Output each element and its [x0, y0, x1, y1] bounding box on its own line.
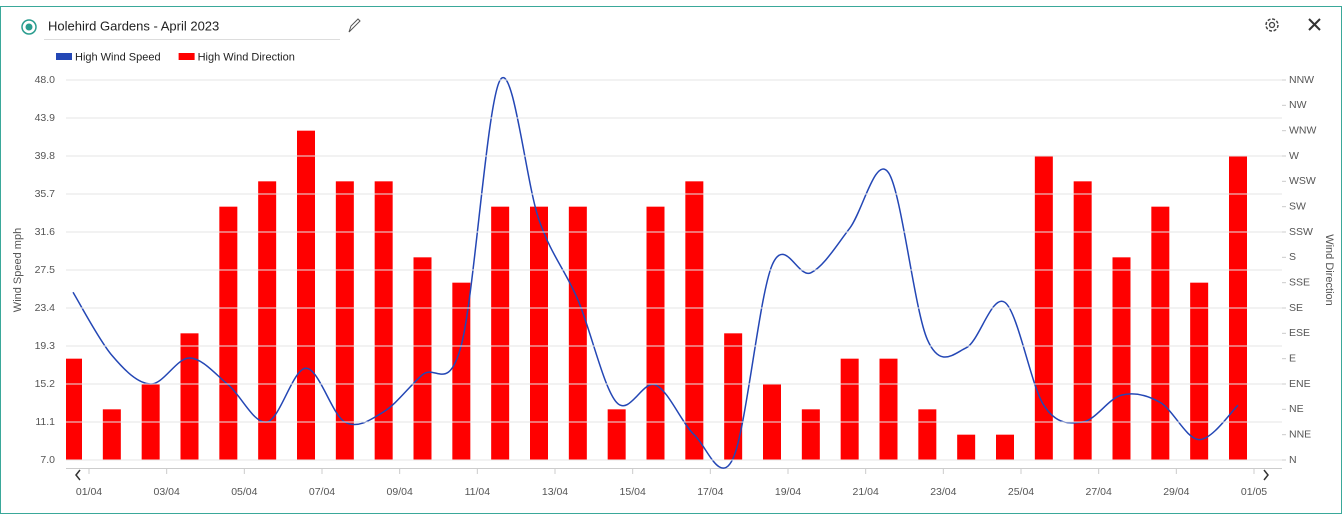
bar — [840, 358, 859, 460]
scroll-right[interactable] — [1263, 469, 1269, 481]
x-tick-label: 07/04 — [309, 486, 335, 498]
x-tick-label: 03/04 — [154, 486, 180, 498]
edit-icon[interactable] — [348, 18, 361, 33]
x-tick-label: 19/04 — [775, 486, 801, 498]
bar — [180, 333, 199, 460]
panel-border — [0, 6, 1342, 514]
y2-tick-label: SW — [1289, 200, 1306, 212]
close-icon[interactable] — [1308, 18, 1321, 31]
bar — [607, 409, 626, 460]
x-tick-label: 05/04 — [231, 486, 257, 498]
bar — [957, 434, 976, 460]
bar — [918, 409, 937, 460]
bar — [724, 333, 743, 460]
x-tick-label: 09/04 — [387, 486, 413, 498]
bar — [374, 181, 393, 461]
bar — [996, 434, 1014, 460]
y2-tick-label: SSE — [1289, 276, 1310, 288]
bar — [258, 181, 277, 461]
x-tick-label: 25/04 — [1008, 486, 1034, 498]
settings-icon[interactable] — [1265, 18, 1279, 32]
bar — [452, 282, 471, 460]
bar — [66, 358, 82, 460]
y-tick-label: 19.3 — [35, 340, 56, 352]
bar — [1112, 257, 1131, 460]
legend-swatch — [56, 53, 72, 60]
x-tick-label: 29/04 — [1163, 486, 1189, 498]
y2-axis-title: Wind Direction — [1323, 234, 1335, 306]
y2-tick-label: ENE — [1289, 378, 1311, 390]
x-tick-label: 15/04 — [620, 486, 646, 498]
y-tick-label: 15.2 — [35, 378, 56, 390]
bar — [297, 130, 315, 460]
x-tick-label: 23/04 — [930, 486, 956, 498]
y2-tick-label: NE — [1289, 403, 1304, 415]
y-tick-label: 7.0 — [40, 454, 55, 466]
y-tick-label: 43.9 — [35, 112, 56, 124]
x-tick-label: 13/04 — [542, 486, 568, 498]
y-tick-label: 35.7 — [35, 188, 56, 200]
legend-label: High Wind Speed — [75, 51, 161, 63]
y-tick-label: 39.8 — [35, 150, 56, 162]
bar — [801, 409, 820, 460]
y-tick-label: 11.1 — [35, 416, 55, 428]
bar — [1073, 181, 1092, 461]
y-tick-label: 48.0 — [35, 74, 56, 86]
y2-tick-label: NNW — [1289, 74, 1314, 86]
y2-tick-label: NNE — [1289, 428, 1311, 440]
y2-tick-label: W — [1289, 150, 1299, 162]
x-tick-label: 01/05 — [1241, 486, 1267, 498]
y2-tick-label: S — [1289, 251, 1296, 263]
y2-tick-label: SE — [1289, 302, 1303, 314]
y-tick-label: 23.4 — [35, 302, 56, 314]
y2-tick-label: WNW — [1289, 124, 1316, 136]
x-tick-label: 17/04 — [697, 486, 723, 498]
bar — [413, 257, 432, 460]
x-tick-label: 27/04 — [1086, 486, 1112, 498]
bar — [685, 181, 704, 461]
x-tick-label: 01/04 — [76, 486, 102, 498]
y2-tick-label: ESE — [1289, 327, 1310, 339]
bar — [335, 181, 354, 461]
y2-tick-label: WSW — [1289, 175, 1316, 187]
status-icon — [21, 19, 37, 35]
status-dot — [25, 23, 33, 31]
x-tick-label: 21/04 — [853, 486, 879, 498]
y2-tick-label: N — [1289, 454, 1297, 466]
scroll-left[interactable] — [75, 469, 81, 481]
panel-title: Holehird Gardens - April 2023 — [48, 18, 219, 33]
y2-tick-label: NW — [1289, 99, 1307, 111]
bar — [1190, 282, 1209, 460]
legend-swatch — [178, 53, 195, 60]
bar — [102, 409, 121, 460]
bar — [879, 358, 898, 460]
y2-tick-label: E — [1289, 352, 1296, 364]
y-tick-label: 31.6 — [35, 226, 56, 238]
y2-tick-label: SSW — [1289, 226, 1313, 238]
line — [72, 76, 1239, 469]
y-axis-title: Wind Speed mph — [12, 228, 24, 312]
y-tick-label: 27.5 — [35, 264, 56, 276]
legend-label: High Wind Direction — [198, 51, 295, 63]
x-tick-label: 11/04 — [465, 486, 491, 498]
